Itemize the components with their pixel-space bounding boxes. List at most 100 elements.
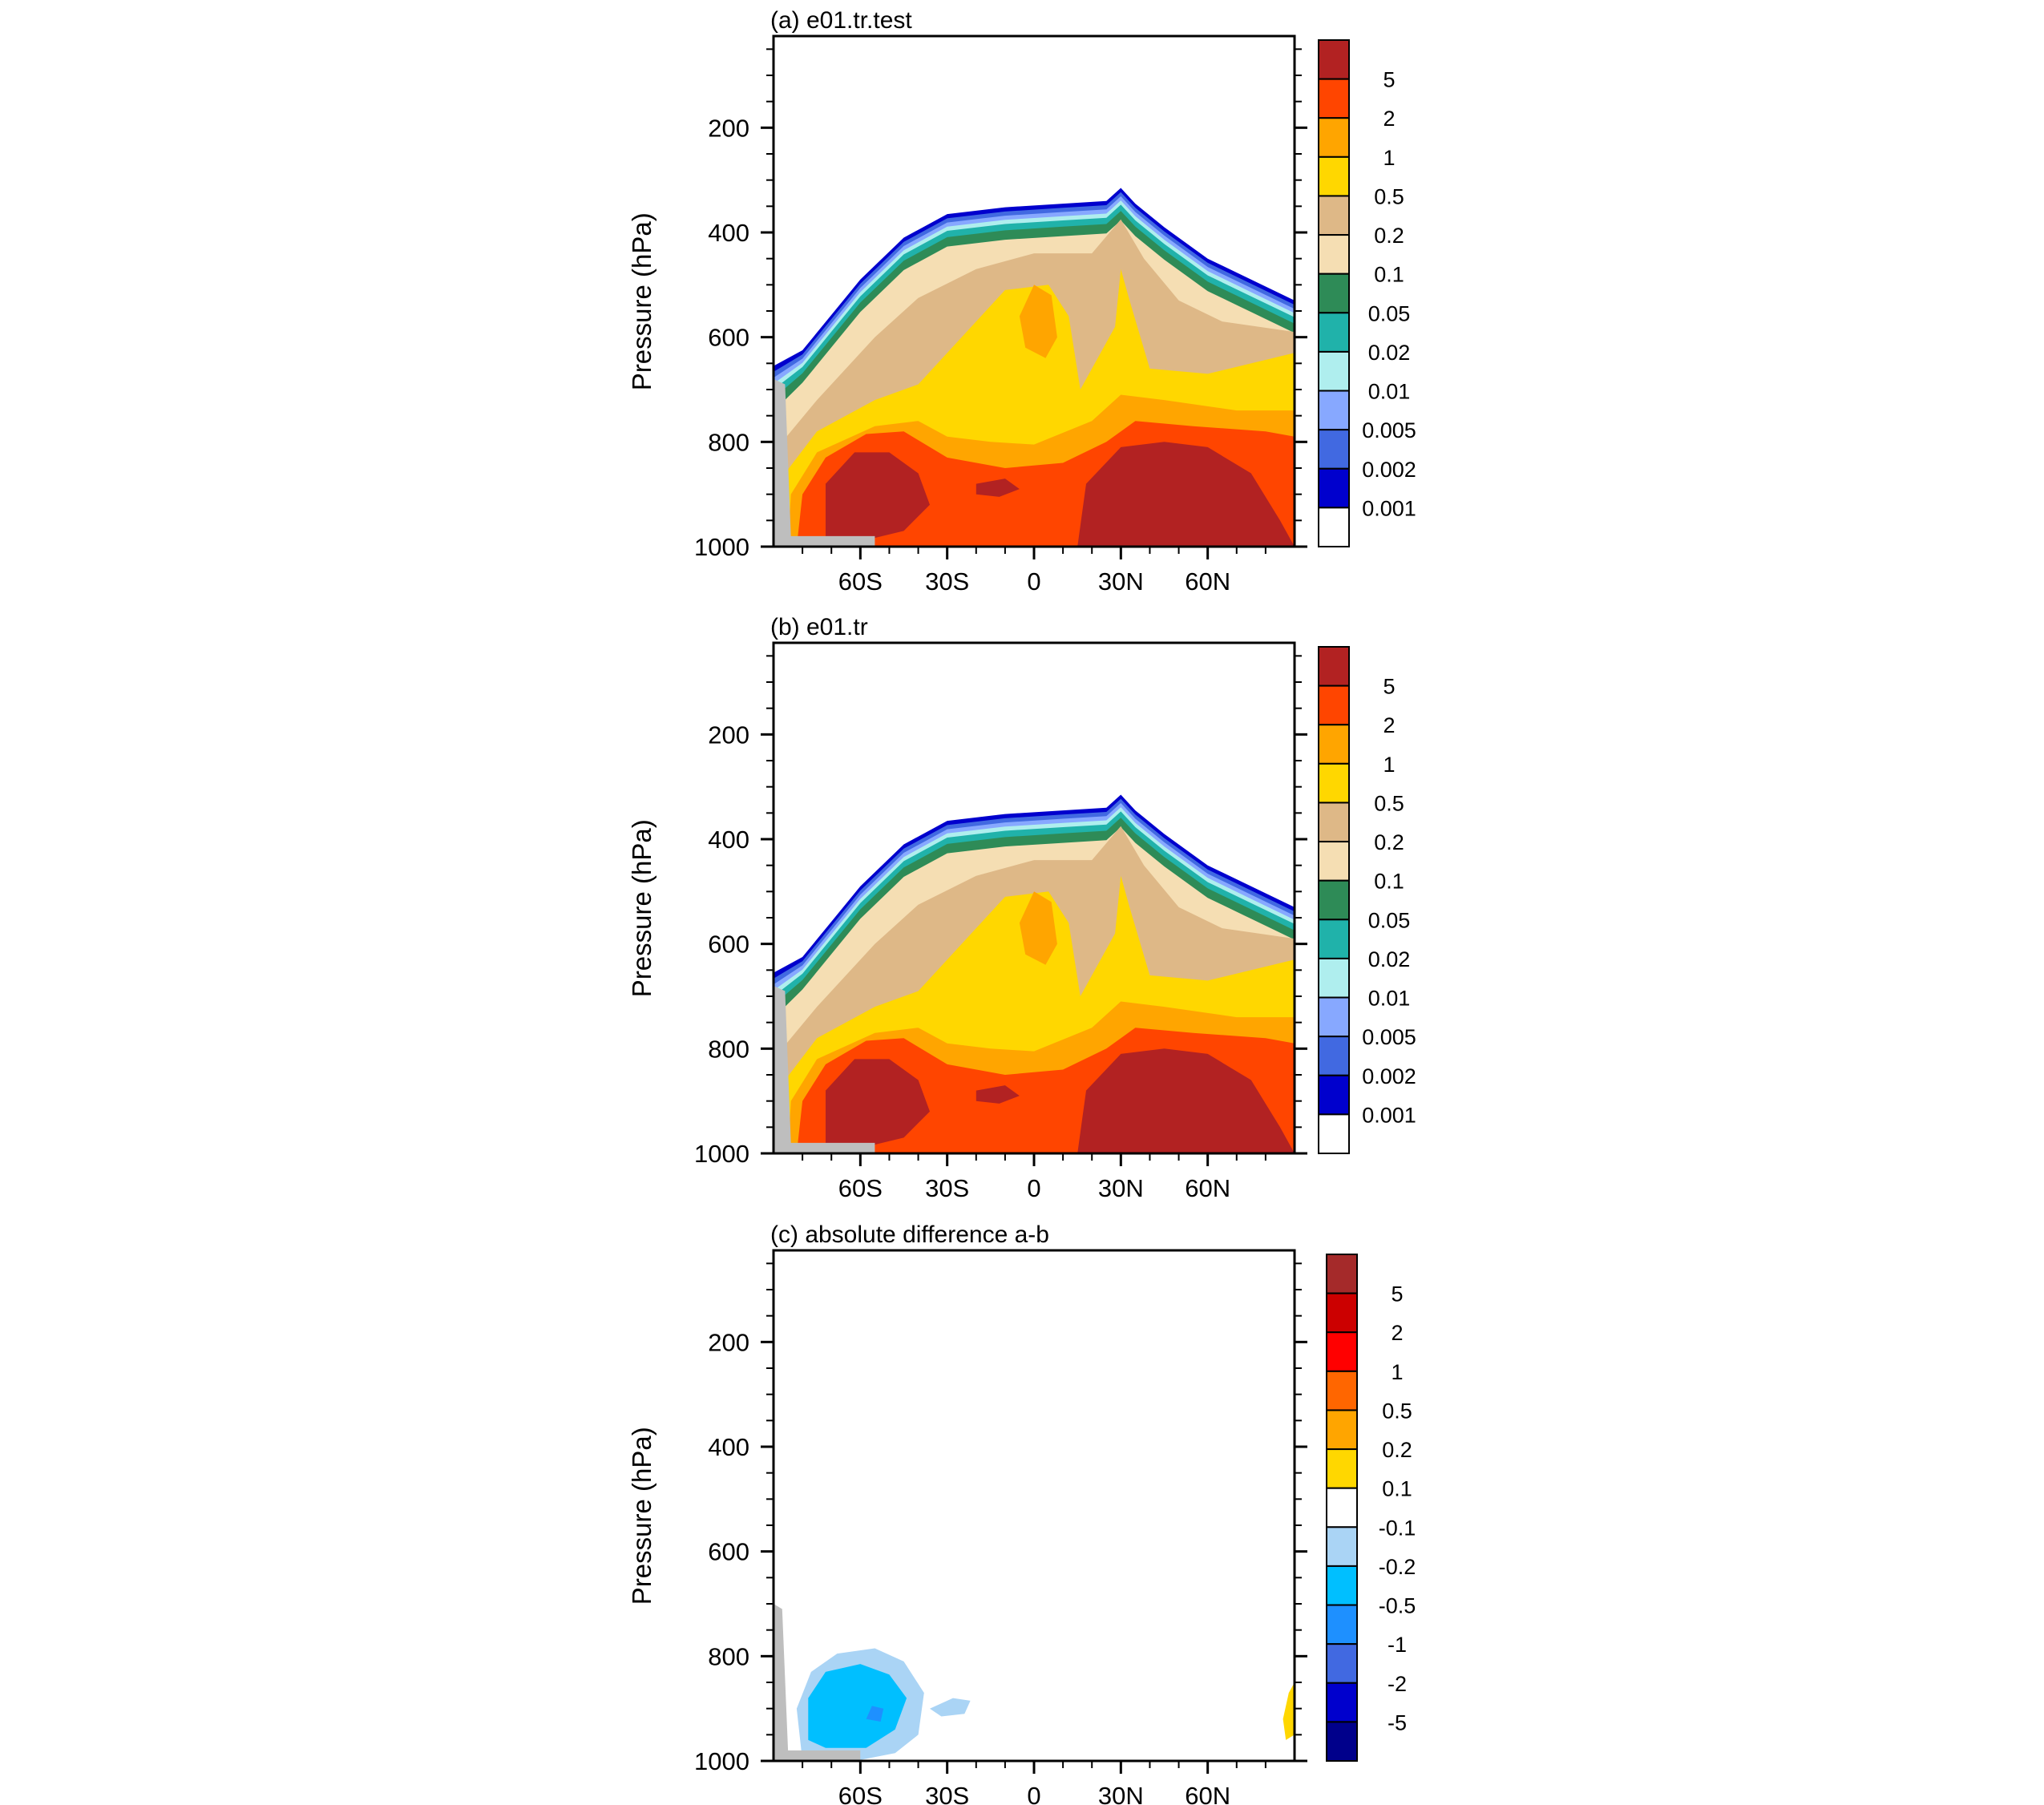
colorbar-label: 5: [1391, 1282, 1403, 1306]
colorbar-swatch: [1318, 996, 1350, 1038]
colorbar-swatch: [1318, 39, 1350, 80]
colorbar-swatch: [1318, 155, 1350, 197]
x-tick-label: 0: [1027, 567, 1040, 596]
colorbar-swatch: [1318, 1074, 1350, 1116]
contour-orange-core: [1019, 285, 1057, 358]
colorbar-swatch: [1318, 1036, 1350, 1076]
colorbar-label: -2: [1388, 1672, 1407, 1696]
colorbar-swatch: [1318, 724, 1350, 765]
colorbar-label: 1: [1383, 146, 1395, 170]
colorbar-swatch: [1326, 1526, 1358, 1567]
colorbar-label: 0.002: [1362, 1064, 1416, 1088]
contour-max-north: [1077, 1048, 1295, 1153]
y-tick-label: 600: [708, 931, 749, 959]
colorbar-swatch: [1326, 1721, 1358, 1762]
colorbar-label: 0.05: [1368, 908, 1411, 932]
y-tick-label: 1000: [694, 1140, 749, 1168]
colorbar-label: 0.5: [1382, 1399, 1412, 1423]
colorbar-swatch: [1318, 646, 1350, 687]
topography-mask: [774, 378, 875, 547]
diff-neg-05: [808, 1664, 907, 1748]
y-tick-label: 1000: [694, 1747, 749, 1775]
colorbar-label: 0.05: [1368, 301, 1411, 325]
colorbar: 5 2 1 0.5 0.2 0.1 -0.1 -0.2 -0.5 -1 -2 -5: [1326, 1254, 1416, 1762]
colorbar-swatch: [1326, 1487, 1358, 1528]
colorbar-swatch: [1318, 802, 1350, 843]
y-axis-label: Pressure (hPa): [627, 212, 656, 390]
contour-max-tropic: [976, 479, 1020, 497]
colorbar-swatch: [1318, 350, 1350, 392]
colorbar-label: 5: [1383, 675, 1395, 699]
colorbar-label: -0.2: [1379, 1555, 1416, 1579]
y-tick-label: 400: [708, 826, 749, 854]
colorbar-label: -0.5: [1379, 1594, 1416, 1618]
colorbar-swatch: [1326, 1643, 1358, 1684]
colorbar-swatch: [1326, 1292, 1358, 1334]
colorbar-label: 0.1: [1374, 870, 1404, 894]
colorbar-label: 5: [1383, 68, 1395, 92]
colorbar-swatch: [1318, 195, 1350, 236]
colorbar-swatch: [1326, 1565, 1358, 1606]
colorbar-swatch: [1318, 684, 1350, 726]
diff-neg-1: [866, 1706, 884, 1722]
colorbar-swatch: [1326, 1682, 1358, 1723]
panel-a: (a) e01.tr.test 200 400 600 800 1000 60S 30S 0 30…: [627, 7, 1416, 596]
colorbar-label: 2: [1383, 107, 1395, 131]
colorbar-label: 0.005: [1362, 418, 1416, 442]
colorbar-label: 0.01: [1368, 987, 1411, 1011]
colorbar-swatch: [1318, 78, 1350, 119]
plot-area: [774, 1250, 1295, 1761]
colorbar-label: 0.1: [1374, 263, 1404, 287]
panel-title: (c) absolute difference a-b: [770, 1222, 1049, 1248]
colorbar-swatch: [1318, 841, 1350, 882]
y-tick-label: 200: [708, 114, 749, 142]
colorbar-swatch: [1318, 879, 1350, 921]
colorbar-swatch: [1326, 1604, 1358, 1645]
x-tick-label: 30N: [1098, 1782, 1144, 1805]
colorbar: 5 2 1 0.5 0.2 0.1 0.05 0.02 0.01 0.005 0.002 0.001: [1318, 39, 1416, 548]
x-tick-label: 30N: [1098, 1174, 1144, 1202]
y-tick-label: 800: [708, 428, 749, 456]
colorbar-swatch: [1318, 1113, 1350, 1155]
y-tick-label: 400: [708, 219, 749, 247]
colorbar-swatch: [1326, 1331, 1358, 1372]
panel-c: (c) absolute difference a-b 200 400 600 800 1…: [627, 1222, 1416, 1805]
x-tick-label: 30S: [925, 1782, 969, 1805]
colorbar-label: 0.002: [1362, 458, 1416, 482]
colorbar-label: 0.5: [1374, 791, 1404, 815]
colorbar-swatch: [1318, 312, 1350, 353]
colorbar-swatch: [1318, 429, 1350, 470]
colorbar-label: -5: [1388, 1710, 1407, 1734]
x-tick-label: 30S: [925, 567, 969, 596]
y-axis-label: Pressure (hPa): [627, 1427, 656, 1605]
y-tick-label: 1000: [694, 533, 749, 561]
colorbar-label: 0.2: [1382, 1438, 1412, 1462]
colorbar-swatch: [1318, 762, 1350, 804]
y-tick-label: 200: [708, 1328, 749, 1356]
colorbar-label: 0.02: [1368, 947, 1411, 971]
colorbar-label: 0.005: [1362, 1025, 1416, 1049]
panel-title: (b) e01.tr: [770, 614, 868, 640]
panel-title: (a) e01.tr.test: [770, 7, 912, 34]
colorbar-label: 0.2: [1374, 830, 1404, 854]
colorbar-swatch: [1318, 390, 1350, 431]
colorbar-swatch: [1326, 1409, 1358, 1451]
colorbar-label: 2: [1383, 713, 1395, 737]
x-tick-label: 60N: [1185, 1174, 1230, 1202]
colorbar-label: 0.02: [1368, 341, 1411, 365]
topography-mask: [774, 1604, 861, 1761]
colorbar: 5 2 1 0.5 0.2 0.1 0.05 0.02 0.01 0.005 0.002 0.001: [1318, 646, 1416, 1155]
colorbar-label: -0.1: [1379, 1516, 1416, 1540]
contour-max-south: [826, 1059, 930, 1153]
colorbar-swatch: [1318, 273, 1350, 314]
x-tick-label: 60S: [838, 567, 883, 596]
diff-neg-02-b: [930, 1698, 971, 1717]
diff-pos-01: [1283, 1682, 1295, 1740]
colorbar-swatch: [1326, 1370, 1358, 1411]
y-tick-label: 800: [708, 1642, 749, 1670]
panel-b: (b) e01.tr 200 400 600 800 1000 60S 30S 0 30N 60N P…: [627, 614, 1416, 1202]
colorbar-swatch: [1318, 467, 1350, 509]
contour-max-tropic: [976, 1085, 1020, 1104]
y-tick-label: 400: [708, 1433, 749, 1461]
